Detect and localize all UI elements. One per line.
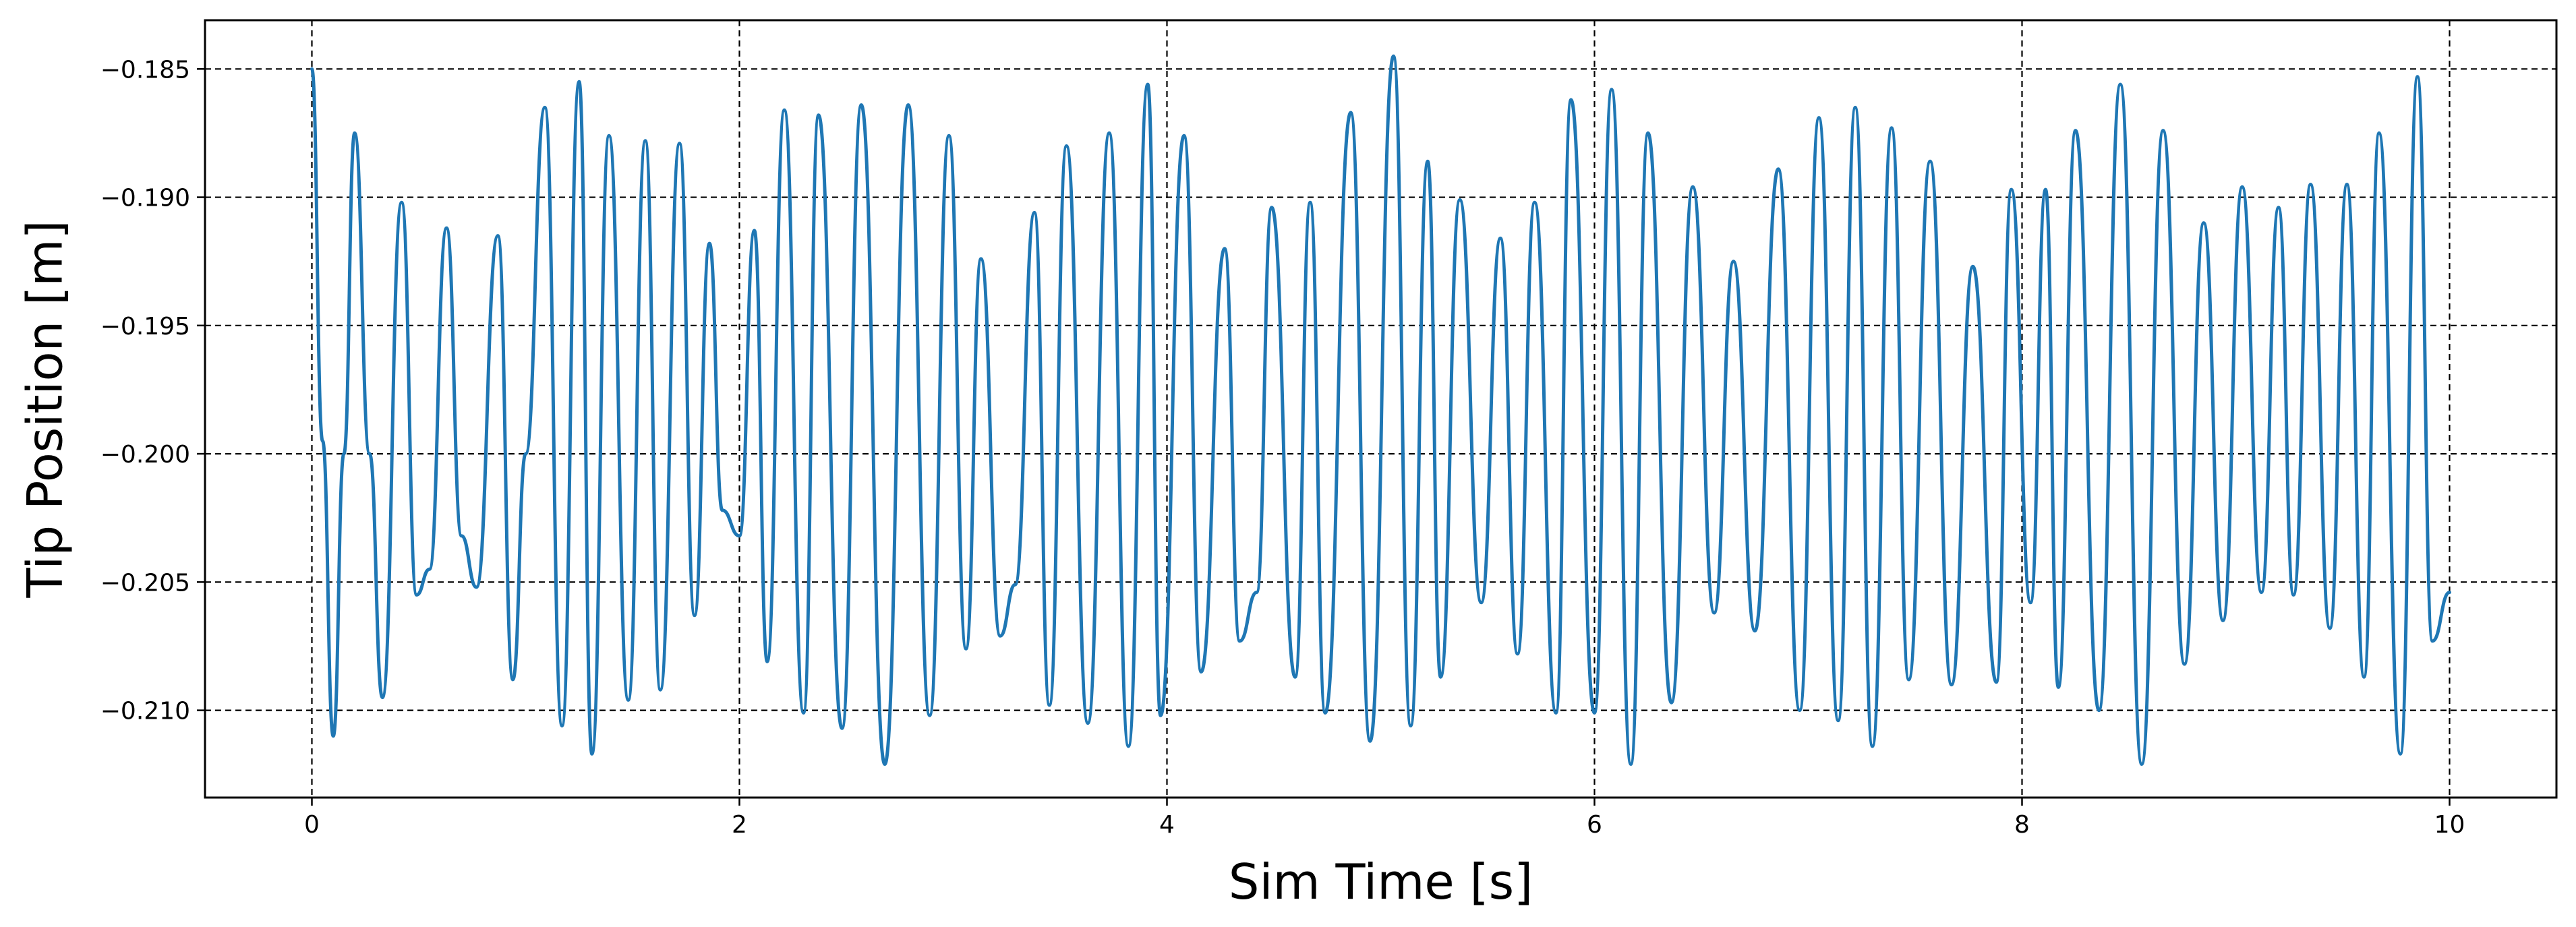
series-line	[310, 54, 2451, 766]
x-tick-label: 0	[304, 811, 320, 839]
x-axis-label: Sim Time [s]	[1229, 854, 1533, 910]
series-layer	[310, 54, 2451, 766]
plot-frame	[204, 19, 2558, 799]
y-tick-label: −0.205	[100, 569, 190, 597]
y-tick-label: −0.185	[100, 56, 190, 84]
y-tick-label: −0.195	[100, 313, 190, 340]
y-tick-label: −0.210	[100, 698, 190, 725]
x-tick-label: 2	[732, 811, 747, 839]
x-tick-label: 6	[1587, 811, 1602, 839]
ticks: 0 2 4 6 8 10 −0.185 −0.190 −0.195 −0.200 −0.205 −0.…	[100, 56, 2465, 839]
x-tick-label: 4	[1159, 811, 1175, 839]
x-tick-label: 10	[2434, 811, 2465, 839]
y-tick-label: −0.190	[100, 185, 190, 212]
y-tick-label: −0.200	[100, 441, 190, 469]
x-tick-label: 8	[2014, 811, 2030, 839]
y-axis-label: Tip Position [m]	[17, 220, 74, 599]
